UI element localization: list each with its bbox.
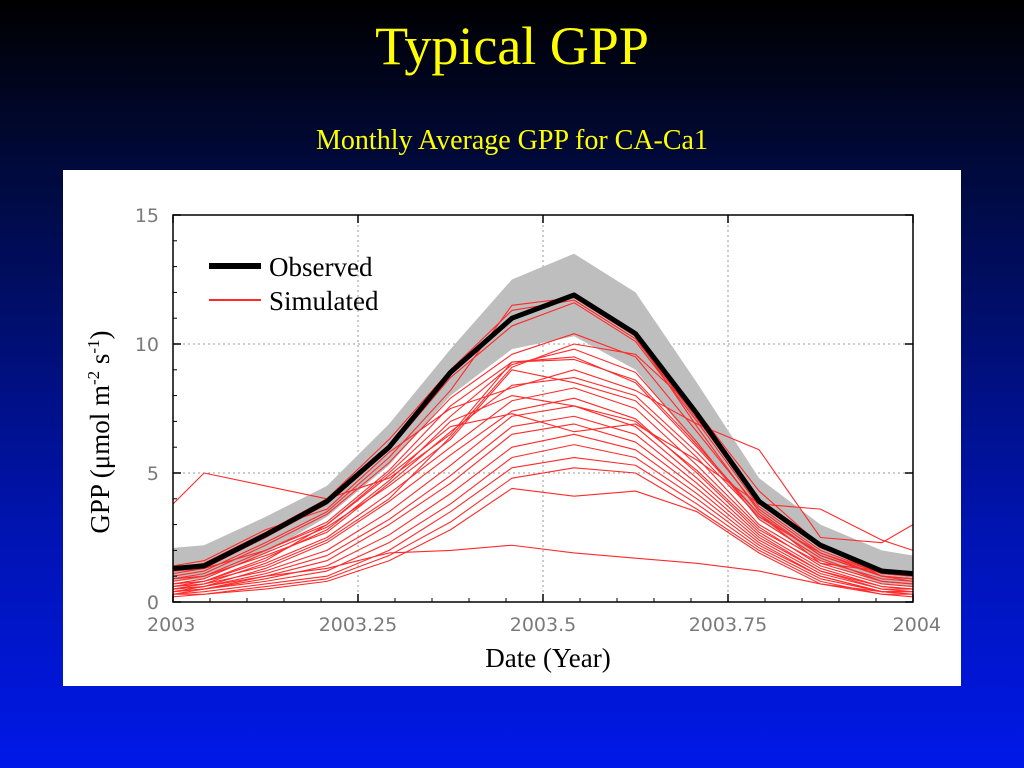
y-tick-label: 10 bbox=[135, 334, 159, 356]
y-tick-label: 0 bbox=[147, 592, 159, 614]
simulated-series-line bbox=[172, 415, 913, 590]
simulated-series-line bbox=[172, 544, 913, 593]
x-tick-label: 2003.75 bbox=[689, 614, 768, 636]
y-axis-title-exp-m: -2 bbox=[84, 371, 103, 385]
y-tick-label: 15 bbox=[135, 205, 159, 227]
slide-title: Typical GPP bbox=[375, 16, 649, 76]
simulated-series-line bbox=[173, 487, 914, 598]
y-axis-title-prefix: GPP ( bbox=[85, 469, 115, 533]
legend: Observed Simulated bbox=[209, 252, 379, 316]
y-tick-label: 5 bbox=[147, 463, 159, 485]
simulated-series-line bbox=[172, 423, 914, 593]
tick-layer: 2003 2003.25 2003.5 2003.75 2004 0 5 10 15 bbox=[135, 205, 941, 636]
x-tick-label: 2003.25 bbox=[319, 614, 398, 636]
simulated-series-line bbox=[172, 376, 914, 580]
gpp-line-chart: 2003 2003.25 2003.5 2003.75 2004 0 5 10 15 Obser… bbox=[84, 205, 941, 673]
y-axis-title-s: s bbox=[85, 354, 115, 371]
x-tick-label: 2003.5 bbox=[510, 614, 576, 636]
y-axis-title-unit: mol m bbox=[85, 385, 115, 455]
x-tick-label: 2003 bbox=[147, 614, 195, 636]
simulated-series-line bbox=[172, 456, 914, 595]
chart-subtitle: Monthly Average GPP for CA-Ca1 bbox=[316, 125, 708, 156]
simulated-series-line bbox=[172, 369, 914, 585]
simulated-series-layer bbox=[172, 297, 914, 598]
observed-series-layer bbox=[172, 292, 914, 577]
legend-observed-label: Observed bbox=[269, 252, 373, 282]
legend-simulated-label: Simulated bbox=[269, 286, 379, 316]
y-axis-title: GPP (μmol m-2 s-1) bbox=[84, 330, 115, 533]
simulated-series-line bbox=[172, 444, 914, 595]
simulated-series-line bbox=[172, 395, 914, 588]
simulated-series-line bbox=[172, 397, 914, 593]
x-axis-title: Date (Year) bbox=[485, 643, 610, 673]
simulated-series-line bbox=[172, 358, 914, 582]
y-axis-title-close: ) bbox=[85, 330, 115, 339]
simulated-series-line bbox=[172, 387, 914, 590]
observed-series-line bbox=[172, 292, 914, 577]
simulated-series-line bbox=[172, 333, 914, 580]
y-axis-title-exp-s: -1 bbox=[84, 339, 103, 353]
x-tick-label: 2004 bbox=[893, 614, 941, 636]
chart-panel: 2003 2003.25 2003.5 2003.75 2004 0 5 10 15 Obser… bbox=[63, 170, 961, 686]
simulated-series-line bbox=[172, 348, 914, 588]
y-axis-title-mu: μ bbox=[85, 455, 115, 469]
simulated-series-line bbox=[172, 467, 913, 598]
